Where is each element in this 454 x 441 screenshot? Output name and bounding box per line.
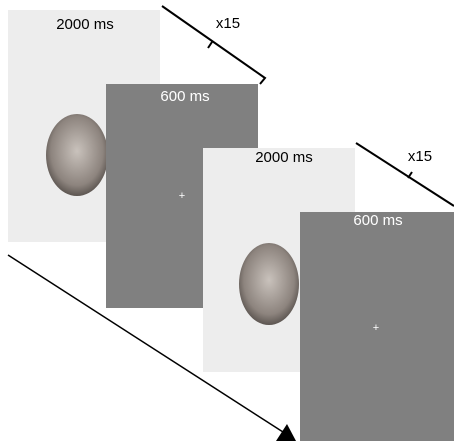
blank-panel xyxy=(300,212,454,441)
duration-label: 600 ms xyxy=(353,212,402,229)
bracket-tick xyxy=(407,171,413,179)
duration-label: 2000 ms xyxy=(56,16,114,33)
duration-label: 600 ms xyxy=(160,88,209,105)
duration-label: 2000 ms xyxy=(255,149,313,166)
fixation-cross: + xyxy=(179,190,185,202)
repeat-bracket xyxy=(355,142,454,207)
repeat-label: x15 xyxy=(408,148,432,165)
fixation-cross: + xyxy=(373,322,379,334)
face-image xyxy=(239,243,299,325)
repeat-bracket xyxy=(161,5,267,85)
bracket-tick xyxy=(207,41,213,49)
repeat-label: x15 xyxy=(216,15,240,32)
timeline-arrow xyxy=(7,254,284,433)
arrow-head xyxy=(276,424,296,441)
face-image xyxy=(46,114,108,196)
